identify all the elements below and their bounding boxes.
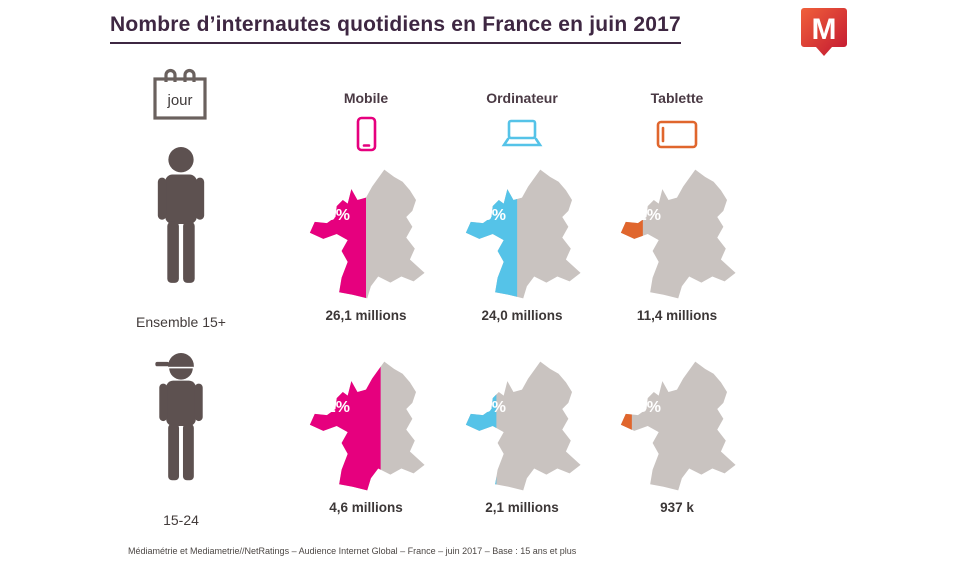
france-map [620,361,736,491]
column-ordinateur: Ordinateur [461,90,583,154]
percent-label: 50% [318,207,351,224]
mediametrie-logo: M [799,6,849,60]
percent-label: 29% [474,399,507,416]
smartphone-icon [305,114,427,154]
cell-1524-ordinateur: 29% 2,1 millions [461,358,583,520]
row-label-ensemble: Ensemble 15+ [136,314,226,330]
value-label: 24,0 millions [481,308,563,323]
value-label: 2,1 millions [485,500,559,515]
person-adult-icon [152,146,210,309]
row-label-15-24: 15-24 [163,512,199,528]
percent-label: 13% [629,399,662,416]
tablet-icon [616,114,738,154]
france-map [620,169,736,299]
cell-1524-tablette: 13% 937 k [616,358,738,520]
cell-1524-mobile: 62% 4,6 millions [305,358,427,520]
person-teen-icon [154,352,208,505]
cell-ensemble-tablette: 22% 11,4 millions [616,166,738,328]
column-header-tablette: Tablette [650,90,704,106]
france-map [465,169,581,299]
column-header-ordinateur: Ordinateur [486,90,558,106]
calendar-label: jour [166,92,192,109]
value-label: 11,4 millions [636,308,718,323]
percent-label: 46% [474,207,507,224]
source-note: Médiamétrie et Mediametrie//NetRatings –… [128,546,577,556]
value-label: 26,1 millions [325,308,407,323]
logo-letter: M [812,13,837,46]
column-mobile: Mobile [305,90,427,154]
calendar-icon: jour [150,66,210,124]
percent-label: 62% [318,399,351,416]
france-map [465,361,581,491]
mediametrie-logo-pin: M [801,8,847,56]
value-label: 4,6 millions [329,500,403,515]
france-map [309,169,425,299]
value-label: 937 k [660,500,694,515]
cell-ensemble-mobile: 50% 26,1 millions [305,166,427,328]
laptop-icon [461,114,583,154]
france-map-base [620,361,736,491]
cell-ensemble-ordinateur: 46% 24,0 millions [461,166,583,328]
column-tablette: Tablette [616,90,738,154]
column-header-mobile: Mobile [343,90,389,106]
page-title: Nombre d’internautes quotidiens en Franc… [110,13,681,44]
france-map [309,361,425,491]
percent-label: 22% [629,207,662,224]
